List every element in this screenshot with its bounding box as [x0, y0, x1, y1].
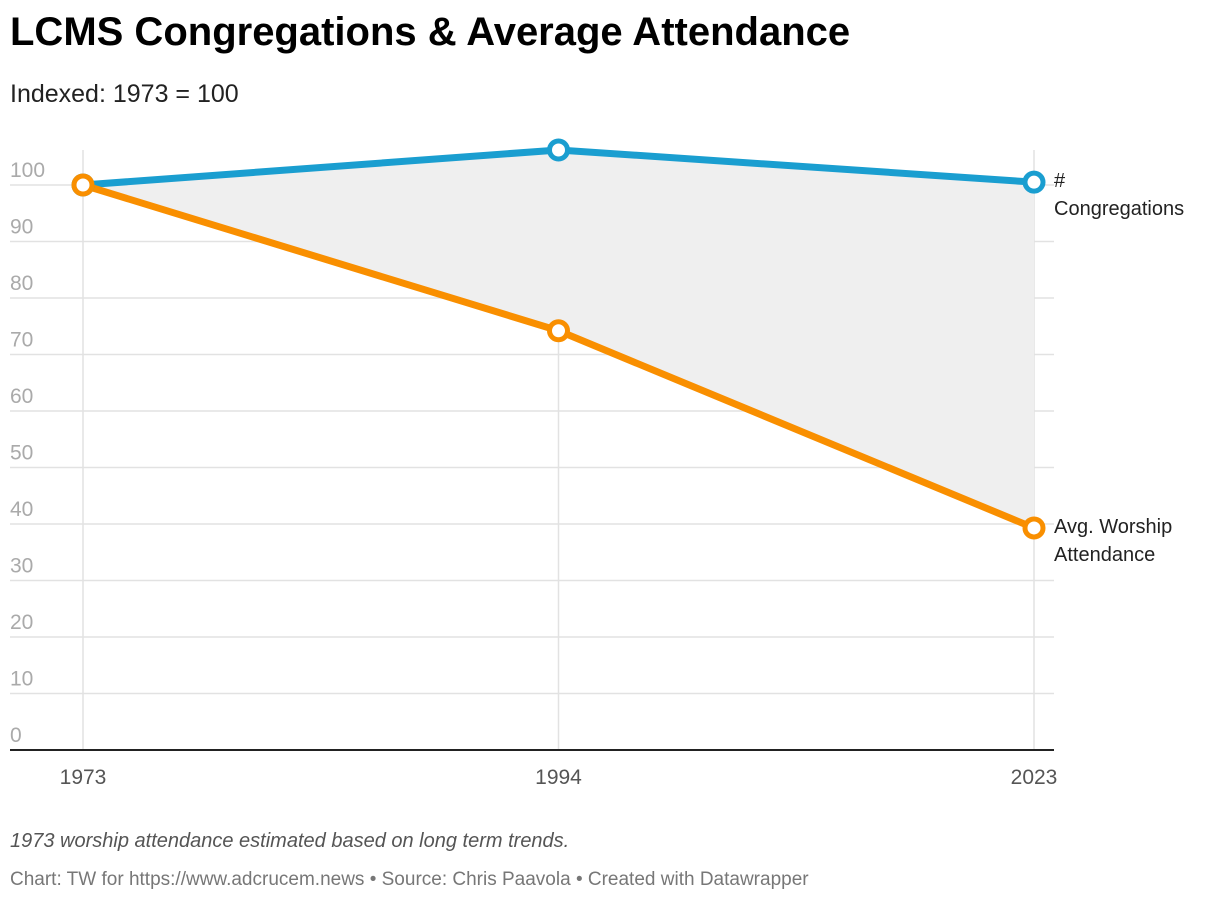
- chart-subtitle: Indexed: 1973 = 100: [10, 80, 239, 108]
- y-tick-label: 100: [10, 159, 45, 182]
- x-tick-label: 1994: [535, 766, 582, 789]
- y-tick-label: 90: [10, 216, 33, 239]
- y-tick-label: 10: [10, 668, 33, 691]
- point-marker: [547, 319, 570, 343]
- y-tick-label: 20: [10, 611, 33, 634]
- chart-title: LCMS Congregations & Average Attendance: [10, 10, 851, 54]
- x-tick-label: 2023: [1011, 766, 1058, 789]
- chart-note: 1973 worship attendance estimated based …: [10, 830, 570, 852]
- y-tick-label: 40: [10, 498, 33, 521]
- series-label: Avg. Worship Attendance: [1054, 515, 1173, 566]
- area-between: [83, 149, 1034, 528]
- y-tick-label: 0: [10, 724, 22, 747]
- y-tick-label: 60: [10, 385, 33, 408]
- y-tick-label: 80: [10, 272, 33, 295]
- chart-source: Chart: TW for https://www.adcrucem.news …: [10, 869, 809, 890]
- point-marker: [1022, 170, 1046, 194]
- point-marker: [547, 138, 570, 162]
- y-tick-label: 70: [10, 329, 33, 352]
- x-tick-label: 1973: [60, 766, 107, 789]
- series-label: # Congregations: [1054, 170, 1185, 221]
- y-tick-label: 30: [10, 555, 33, 578]
- point-marker: [71, 173, 95, 197]
- y-tick-label: 50: [10, 442, 33, 465]
- point-marker: [1022, 516, 1046, 540]
